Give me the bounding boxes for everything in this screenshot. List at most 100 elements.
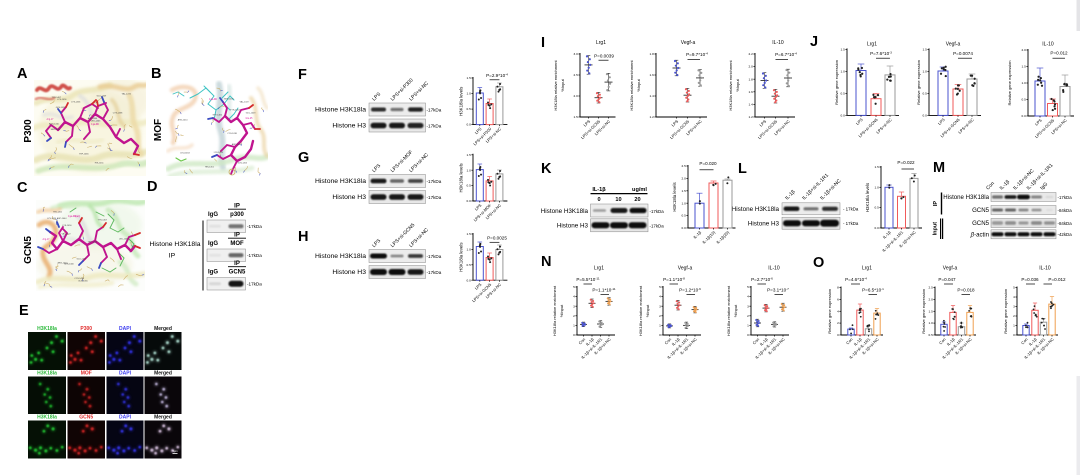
svg-text:IL-10: IL-10	[772, 40, 784, 46]
svg-text:-17kDa: -17kDa	[427, 123, 442, 128]
svg-text:2: 2	[1013, 314, 1015, 318]
svg-text:-17kDa: -17kDa	[650, 223, 665, 228]
svg-text:TRP-1466: TRP-1466	[212, 115, 222, 117]
svg-text:1.5: 1.5	[466, 76, 471, 80]
svg-text:GCN5: GCN5	[79, 415, 93, 421]
svg-text:3: 3	[573, 304, 575, 308]
svg-text:H3K18la levels: H3K18la levels	[459, 242, 464, 272]
svg-text:1.4: 1.4	[649, 94, 654, 98]
svg-text:Arg-17: Arg-17	[47, 118, 55, 121]
svg-text:Lys-18: Lys-18	[91, 124, 99, 126]
svg-text:1: 1	[573, 324, 575, 328]
svg-text:%Input: %Input	[645, 304, 650, 317]
svg-text:GCN5: GCN5	[972, 207, 990, 214]
svg-text:Histone H3K18la: Histone H3K18la	[315, 107, 366, 114]
svg-text:P=6.5*10-1: P=6.5*10-1	[862, 287, 884, 293]
svg-text:0.5: 0.5	[874, 206, 879, 210]
svg-text:LPS: LPS	[371, 238, 382, 249]
svg-text:-17kDa: -17kDa	[427, 107, 442, 112]
svg-text:1.0: 1.0	[466, 168, 471, 172]
svg-text:Histone H3: Histone H3	[557, 222, 589, 229]
svg-text:H3K18la levels: H3K18la levels	[672, 182, 677, 212]
svg-text:3: 3	[659, 304, 661, 308]
svg-text:1.2: 1.2	[748, 115, 753, 119]
svg-text:1.0: 1.0	[874, 185, 879, 189]
svg-text:ASP-1444: ASP-1444	[232, 143, 242, 146]
svg-text:Vegf-a: Vegf-a	[943, 266, 958, 272]
svg-text:2.0: 2.0	[748, 65, 753, 69]
svg-text:LPS: LPS	[1034, 117, 1043, 126]
svg-text:0.5: 0.5	[466, 263, 471, 267]
svg-text:IL-10: IL-10	[1039, 266, 1051, 272]
svg-text:2.0: 2.0	[1021, 48, 1026, 52]
svg-text:Histone H3K18la: Histone H3K18la	[315, 178, 366, 185]
svg-text:0.5: 0.5	[466, 107, 471, 111]
svg-text:IL-1β: IL-1β	[882, 229, 893, 240]
svg-text:-17kDa: -17kDa	[1058, 195, 1073, 200]
svg-text:P=5.5*10-11: P=5.5*10-11	[576, 276, 600, 282]
svg-text:IL-1β: IL-1β	[759, 336, 770, 347]
svg-text:4: 4	[573, 295, 575, 299]
svg-text:20: 20	[634, 197, 640, 203]
svg-text:0: 0	[659, 333, 661, 337]
svg-text:P300: P300	[23, 119, 34, 143]
svg-text:HIS-1451: HIS-1451	[205, 167, 215, 169]
svg-text:8: 8	[837, 286, 839, 290]
svg-text:P=1.1*10-11: P=1.1*10-11	[592, 287, 616, 293]
svg-text:L: L	[738, 161, 747, 177]
svg-text:IgG: IgG	[1039, 181, 1049, 191]
svg-text:-17kDa: -17kDa	[247, 224, 262, 229]
svg-text:CYS-1438: CYS-1438	[227, 133, 237, 135]
svg-text:E: E	[19, 303, 29, 319]
svg-text:I: I	[541, 35, 545, 51]
svg-text:HIS-1451: HIS-1451	[95, 163, 105, 165]
svg-text:1.5: 1.5	[573, 115, 578, 119]
svg-text:β-actin: β-actin	[970, 232, 989, 239]
svg-text:LYS-1456: LYS-1456	[71, 102, 81, 104]
svg-text:TYR-1467: TYR-1467	[230, 110, 240, 112]
svg-text:1.0: 1.0	[1021, 81, 1026, 85]
svg-text:4: 4	[837, 309, 839, 313]
svg-text:LPS: LPS	[474, 282, 483, 291]
svg-text:Relative gene expression: Relative gene expression	[921, 289, 926, 334]
svg-text:1.4: 1.4	[748, 103, 753, 107]
svg-text:SER-1400: SER-1400	[64, 264, 74, 266]
svg-text:1.5: 1.5	[1021, 65, 1026, 69]
svg-text:H3K18la relative enrichment: H3K18la relative enrichment	[629, 59, 634, 110]
svg-text:F: F	[298, 67, 307, 83]
svg-text:0.0: 0.0	[466, 278, 471, 282]
svg-text:Merged: Merged	[154, 371, 172, 377]
svg-text:Lrg1: Lrg1	[596, 40, 606, 46]
svg-text:P=0.047: P=0.047	[938, 277, 956, 282]
svg-text:0: 0	[597, 197, 600, 203]
svg-text:LYS-1456: LYS-1456	[57, 99, 67, 101]
svg-text:GCN5: GCN5	[229, 270, 246, 276]
svg-text:P=0.012: P=0.012	[1048, 277, 1066, 282]
svg-text:-17kDa: -17kDa	[247, 253, 262, 258]
svg-text:P=0.0039: P=0.0039	[594, 54, 614, 59]
svg-text:ARG-1410: ARG-1410	[178, 119, 189, 122]
svg-text:TRP-1466: TRP-1466	[88, 242, 98, 244]
svg-text:LEU-1463: LEU-1463	[180, 152, 190, 154]
svg-text:H3K18la relative enrichment: H3K18la relative enrichment	[638, 285, 643, 336]
svg-text:0.0: 0.0	[466, 199, 471, 203]
svg-text:Lys-18(ac): Lys-18(ac)	[68, 216, 80, 218]
svg-text:LPS: LPS	[371, 91, 382, 102]
svg-text:DAPI: DAPI	[119, 415, 132, 421]
svg-text:Vegf-a: Vegf-a	[946, 42, 961, 48]
svg-text:P=0.0025: P=0.0025	[487, 236, 507, 241]
svg-text:K: K	[541, 161, 552, 177]
svg-text:2.2: 2.2	[748, 52, 753, 56]
svg-text:2.5: 2.5	[928, 286, 933, 290]
svg-text:H3K18la levels: H3K18la levels	[459, 162, 464, 192]
svg-text:P=2.9*10-4: P=2.9*10-4	[486, 72, 508, 78]
svg-text:P=1.2*10-6: P=1.2*10-6	[679, 287, 701, 293]
svg-text:GLN-1455: GLN-1455	[56, 107, 66, 109]
svg-text:-17kDa: -17kDa	[247, 282, 262, 287]
svg-text:IL-1β: IL-1β	[692, 229, 703, 240]
svg-text:H3K18la relative enrichment: H3K18la relative enrichment	[726, 285, 731, 336]
svg-text:H3K18la: H3K18la	[37, 326, 57, 332]
svg-text:P=3.1*10-7: P=3.1*10-7	[767, 287, 789, 293]
svg-text:CYS-1438: CYS-1438	[74, 278, 84, 280]
svg-text:2: 2	[837, 321, 839, 325]
